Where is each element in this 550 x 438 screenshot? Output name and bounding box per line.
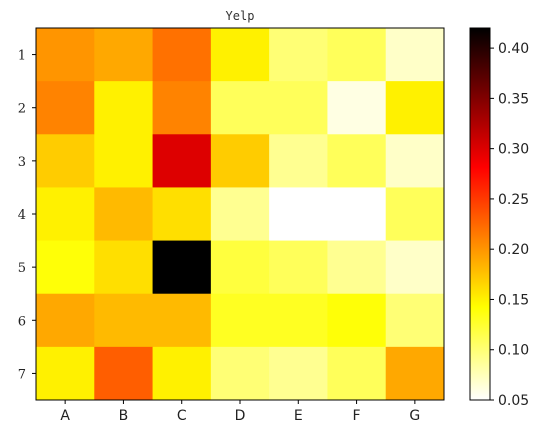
heatmap-cell xyxy=(327,293,387,348)
heatmap-cell xyxy=(210,346,270,401)
x-tick-label: B xyxy=(119,408,129,424)
heatmap-cell xyxy=(94,81,154,135)
y-tick-label: 5 xyxy=(18,261,26,276)
heatmap-cell xyxy=(36,346,95,401)
colorbar-tick-label: 0.10 xyxy=(498,343,529,359)
x-tick-label: G xyxy=(409,408,420,424)
colorbar-tick-label: 0.40 xyxy=(498,41,529,57)
x-tick-label: C xyxy=(177,408,187,424)
y-tick-label: 7 xyxy=(18,367,26,382)
heatmap-cell xyxy=(152,346,212,401)
heatmap-cell xyxy=(385,81,445,135)
heatmap-cell xyxy=(385,293,445,348)
colorbar-tick-label: 0.15 xyxy=(498,292,529,308)
heatmap-cell xyxy=(210,240,270,295)
colorbar-tick-label: 0.30 xyxy=(498,142,529,158)
heatmap-cells xyxy=(36,28,445,401)
y-tick-label: 6 xyxy=(18,314,26,329)
y-tick-label: 4 xyxy=(18,208,26,223)
heatmap-cell xyxy=(269,81,328,135)
y-tick-label: 1 xyxy=(18,49,26,64)
heatmap-cell xyxy=(269,240,328,295)
heatmap-cell xyxy=(94,293,154,348)
x-axis: A B C D E F G xyxy=(60,400,420,424)
heatmap-cell xyxy=(94,240,154,295)
colorbar xyxy=(469,27,491,401)
heatmap-cell xyxy=(152,240,212,295)
heatmap-cell xyxy=(210,293,270,348)
y-tick-label: 3 xyxy=(18,155,26,170)
heatmap-cell xyxy=(269,293,328,348)
x-tick-label: F xyxy=(353,408,361,424)
heatmap-cell xyxy=(36,293,95,348)
heatmap-cell xyxy=(210,187,270,242)
heatmap-cell xyxy=(94,187,154,242)
heatmap-cell xyxy=(152,187,212,242)
heatmap-cell xyxy=(36,240,95,295)
heatmap-cell xyxy=(327,134,387,188)
heatmap-cell xyxy=(36,187,95,242)
colorbar-tick-label: 0.35 xyxy=(498,91,529,107)
heatmap-cell xyxy=(152,293,212,348)
heatmap-cell xyxy=(36,81,95,135)
heatmap-cell xyxy=(327,28,387,82)
colorbar-tick-label: 0.05 xyxy=(498,393,529,409)
heatmap-cell xyxy=(152,81,212,135)
heatmap-cell xyxy=(327,187,387,242)
heatmap-cell xyxy=(269,346,328,401)
heatmap-cell xyxy=(94,346,154,401)
colorbar-tick-label: 0.25 xyxy=(498,192,529,208)
chart-title: Yelp xyxy=(226,9,255,23)
heatmap-cell xyxy=(152,134,212,188)
heatmap-cell xyxy=(94,28,154,82)
y-axis: 1 2 3 4 5 6 7 xyxy=(18,49,36,382)
heatmap-cell xyxy=(36,134,95,188)
heatmap-cell xyxy=(210,81,270,135)
heatmap-cell xyxy=(94,134,154,188)
heatmap-cell xyxy=(327,240,387,295)
heatmap-cell xyxy=(385,346,445,401)
heatmap-cell xyxy=(269,134,328,188)
heatmap-cell xyxy=(269,187,328,242)
heatmap-cell xyxy=(152,28,212,82)
heatmap-cell xyxy=(327,81,387,135)
y-tick-label: 2 xyxy=(18,102,26,117)
heatmap-cell xyxy=(385,134,445,188)
heatmap-cell xyxy=(385,240,445,295)
heatmap-cell xyxy=(36,28,95,82)
x-tick-label: D xyxy=(235,408,246,424)
heatmap-cell xyxy=(385,28,445,82)
heatmap-cell xyxy=(210,134,270,188)
colorbar-tick-label: 0.20 xyxy=(498,242,529,258)
x-tick-label: A xyxy=(60,408,70,424)
heatmap-cell xyxy=(385,187,445,242)
heatmap-cell xyxy=(210,28,270,82)
colorbar-axis: 0.05 0.10 0.15 0.20 0.25 0.30 0.35 0.40 xyxy=(490,41,529,409)
heatmap-cell xyxy=(327,346,387,401)
x-tick-label: E xyxy=(294,408,303,424)
heatmap-cell xyxy=(269,28,328,82)
